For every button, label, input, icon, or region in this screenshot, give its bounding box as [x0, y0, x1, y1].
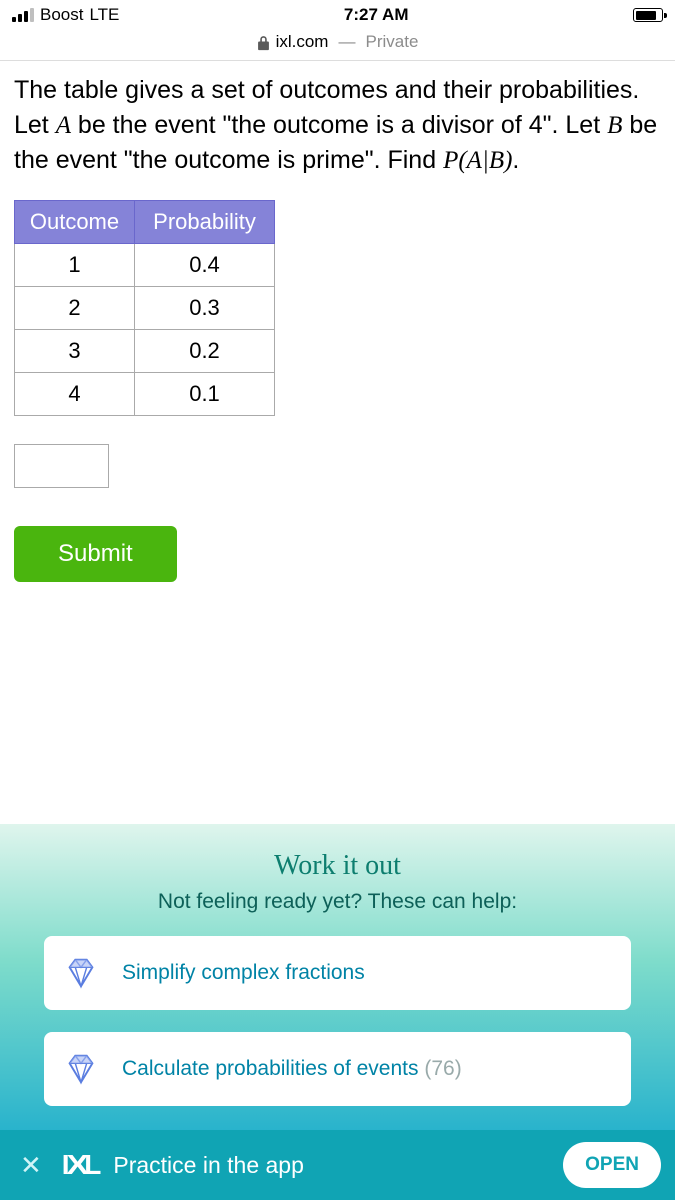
cell-outcome: 3	[15, 330, 135, 373]
url-separator: —	[338, 32, 355, 52]
url-bar[interactable]: ixl.com — Private	[0, 26, 675, 61]
cell-probability: 0.4	[135, 244, 275, 287]
table-row: 1 0.4	[15, 244, 275, 287]
help-link-label: Simplify complex fractions	[122, 961, 365, 985]
diamond-icon	[62, 954, 100, 992]
lock-icon	[257, 35, 270, 50]
signal-icon	[12, 8, 34, 22]
status-time: 7:27 AM	[344, 5, 409, 25]
banner-text: Practice in the app	[113, 1152, 549, 1179]
url-mode: Private	[365, 32, 418, 52]
cell-probability: 0.2	[135, 330, 275, 373]
status-right	[633, 8, 663, 22]
close-icon[interactable]: ✕	[14, 1146, 48, 1185]
probability-table: Outcome Probability 1 0.4 2 0.3 3 0.2 4 …	[14, 200, 275, 416]
app-logo: IXL	[62, 1149, 100, 1181]
table-row: 2 0.3	[15, 287, 275, 330]
submit-button[interactable]: Submit	[14, 526, 177, 582]
question-content: The table gives a set of outcomes and th…	[0, 61, 675, 582]
var-a: A	[56, 112, 71, 139]
help-link-label: Calculate probabilities of events	[122, 1057, 419, 1080]
col-header-outcome: Outcome	[15, 201, 135, 244]
table-row: 3 0.2	[15, 330, 275, 373]
network-label: LTE	[89, 5, 119, 25]
open-app-button[interactable]: OPEN	[563, 1142, 661, 1188]
url-domain: ixl.com	[276, 32, 329, 52]
cell-outcome: 4	[15, 373, 135, 416]
work-it-out-subtitle: Not feeling ready yet? These can help:	[0, 890, 675, 914]
var-find: P(A|B)	[443, 147, 512, 174]
app-banner: ✕ IXL Practice in the app OPEN	[0, 1130, 675, 1200]
question-text: The table gives a set of outcomes and th…	[14, 73, 661, 178]
var-b: B	[607, 112, 622, 139]
battery-icon	[633, 8, 663, 22]
diamond-icon	[62, 1050, 100, 1088]
col-header-probability: Probability	[135, 201, 275, 244]
question-part: be the event "the outcome is a divisor o…	[71, 111, 607, 139]
carrier-label: Boost	[40, 5, 83, 25]
answer-input[interactable]	[14, 444, 109, 488]
help-link-count: (76)	[424, 1057, 461, 1080]
cell-probability: 0.1	[135, 373, 275, 416]
cell-probability: 0.3	[135, 287, 275, 330]
help-item[interactable]: Calculate probabilities of events (76)	[44, 1032, 631, 1106]
cell-outcome: 2	[15, 287, 135, 330]
status-bar: Boost LTE 7:27 AM	[0, 0, 675, 26]
status-left: Boost LTE	[12, 5, 119, 25]
help-item[interactable]: Simplify complex fractions	[44, 936, 631, 1010]
table-row: 4 0.1	[15, 373, 275, 416]
cell-outcome: 1	[15, 244, 135, 287]
work-it-out-title: Work it out	[0, 850, 675, 882]
question-part: .	[512, 146, 519, 174]
work-it-out-section: Work it out Not feeling ready yet? These…	[0, 824, 675, 1130]
